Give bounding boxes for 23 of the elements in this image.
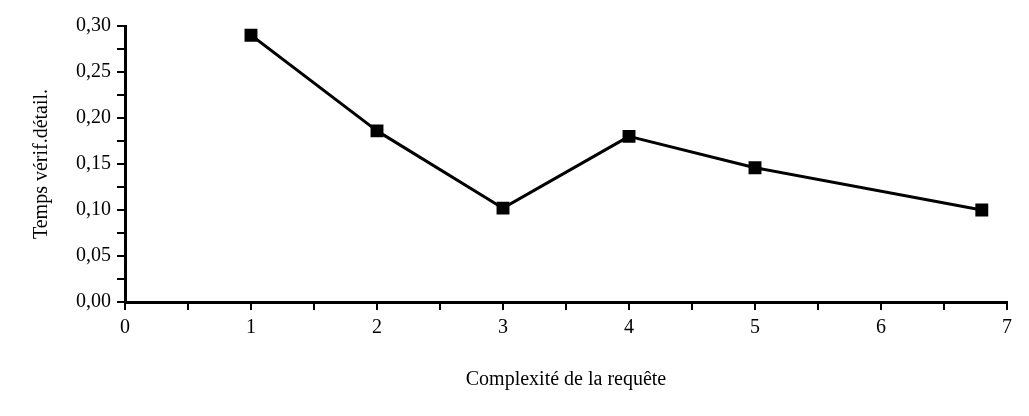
point [370, 124, 384, 138]
x-axis-title: Complexité de la requête [465, 367, 667, 391]
y-tick-label: 0,30 [76, 13, 111, 36]
y-tick-label: 0,15 [76, 151, 111, 174]
y-axis-title: Temps vérif.détail. [29, 88, 53, 240]
point [975, 203, 989, 217]
point [622, 129, 636, 143]
y-tick-label: 0,10 [76, 197, 111, 220]
x-tick-label: 1 [246, 315, 256, 338]
point [748, 161, 762, 175]
y-tick-label: 0,00 [76, 289, 111, 312]
x-tick-label: 0 [120, 315, 130, 338]
x-tick-label: 3 [498, 315, 508, 338]
y-tick-label: 0,05 [76, 243, 111, 266]
y-tick-label: 0,20 [76, 105, 111, 128]
x-tick-label: 4 [624, 315, 634, 338]
y-tick-label: 0,25 [76, 59, 111, 82]
point [496, 201, 510, 215]
point [244, 28, 258, 42]
x-tick-label: 7 [1002, 315, 1012, 338]
x-tick-label: 5 [750, 315, 760, 338]
x-tick-label: 6 [876, 315, 886, 338]
x-tick-label: 2 [372, 315, 382, 338]
